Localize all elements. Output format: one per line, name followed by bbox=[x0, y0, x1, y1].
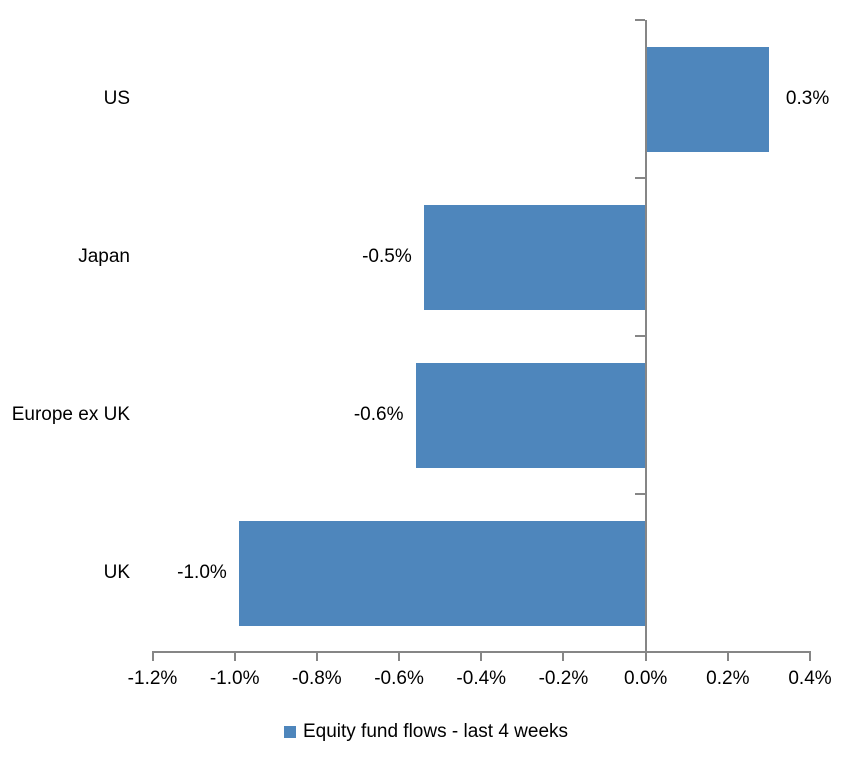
x-axis-tick bbox=[315, 651, 318, 661]
x-axis-tick-label: -0.4% bbox=[456, 668, 507, 689]
x-axis-tick bbox=[726, 651, 729, 661]
zero-axis-tick bbox=[634, 651, 645, 653]
legend-swatch-icon bbox=[283, 726, 296, 738]
x-axis-tick-label: -1.0% bbox=[209, 668, 260, 689]
bar-europe-ex-uk bbox=[415, 362, 646, 468]
zero-axis-tick bbox=[634, 335, 645, 337]
x-axis-tick bbox=[151, 651, 154, 661]
bar-uk bbox=[238, 520, 646, 626]
bar-us bbox=[645, 46, 769, 152]
zero-axis-tick bbox=[634, 177, 645, 179]
x-axis-tick bbox=[562, 651, 565, 661]
category-label: UK bbox=[103, 562, 130, 583]
legend: Equity fund flows - last 4 weeks bbox=[0, 719, 852, 745]
data-label: -0.5% bbox=[362, 246, 412, 267]
data-label: -1.0% bbox=[177, 562, 227, 583]
zero-axis-tick bbox=[634, 493, 645, 495]
x-axis-tick-label: -0.6% bbox=[374, 668, 424, 689]
category-label: US bbox=[103, 88, 130, 109]
bar-japan bbox=[423, 204, 646, 310]
zero-axis-line bbox=[644, 20, 647, 661]
x-axis-tick-label: -0.8% bbox=[292, 668, 342, 689]
x-axis-tick-label: -0.2% bbox=[538, 668, 589, 689]
x-axis-tick bbox=[233, 651, 236, 661]
category-label: Europe ex UK bbox=[11, 404, 130, 425]
x-axis-tick-label: 0.0% bbox=[623, 668, 668, 689]
legend-label: Equity fund flows - last 4 weeks bbox=[302, 721, 569, 742]
x-axis-tick-label: 0.2% bbox=[706, 668, 750, 689]
x-axis-tick-label: 0.4% bbox=[788, 668, 832, 689]
x-axis-tick-label: -1.2% bbox=[127, 668, 178, 689]
x-axis-tick bbox=[398, 651, 401, 661]
data-label: 0.3% bbox=[785, 88, 830, 109]
x-axis-tick bbox=[480, 651, 483, 661]
data-label: -0.6% bbox=[353, 404, 404, 425]
zero-axis-tick bbox=[634, 19, 645, 21]
x-axis-tick bbox=[809, 651, 811, 661]
category-label: Japan bbox=[78, 246, 130, 267]
